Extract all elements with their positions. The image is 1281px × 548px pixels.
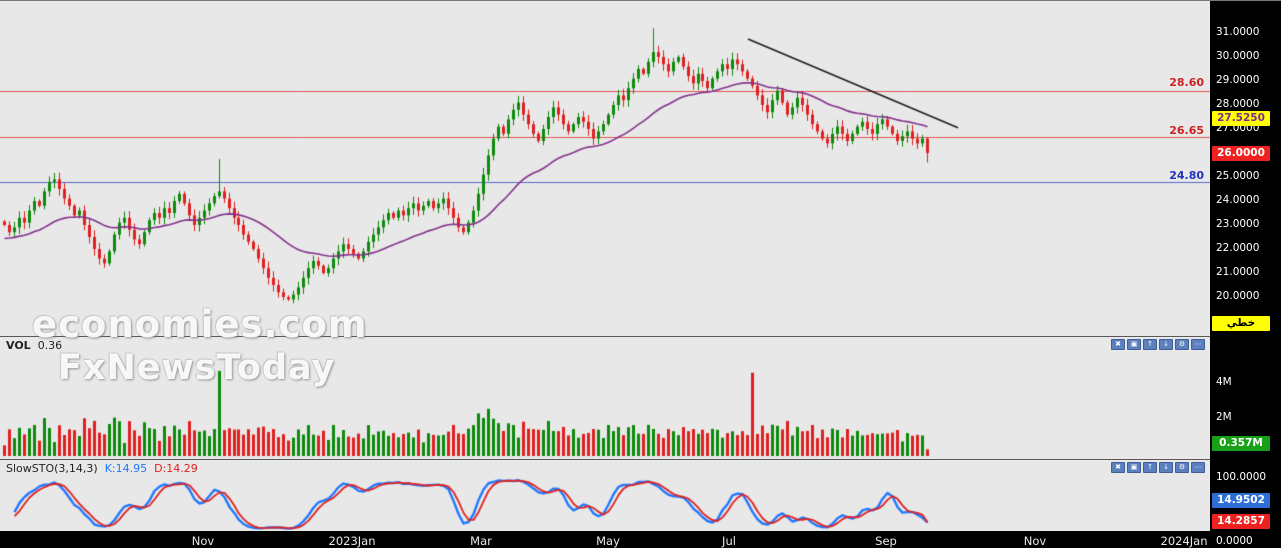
ma-value-badge: 27.5250 xyxy=(1212,111,1270,126)
price-axis-tick: 23.0000 xyxy=(1216,218,1260,230)
time-axis-label: May xyxy=(596,534,620,548)
time-axis-label: Nov xyxy=(191,534,215,548)
volume-label-value: 0.36 xyxy=(37,339,63,352)
last-volume-badge: 0.357M xyxy=(1212,436,1270,451)
price-axis-tick: 31.0000 xyxy=(1216,26,1260,38)
time-axis-label: Nov xyxy=(1023,534,1047,548)
stochastic-move-down-button[interactable]: ↓ xyxy=(1159,462,1173,473)
stochastic-more-options-button[interactable]: ⋯ xyxy=(1191,462,1205,473)
time-axis-label: Jul xyxy=(722,534,736,548)
volume-axis-tick: 4M xyxy=(1216,376,1232,388)
volume-close-button[interactable]: ✖ xyxy=(1111,339,1125,350)
stochastic-panel-canvas[interactable] xyxy=(0,460,1210,530)
volume-maximize-button[interactable]: ▣ xyxy=(1127,339,1141,350)
price-chart-canvas[interactable] xyxy=(0,1,1210,336)
price-axis-tick: 22.0000 xyxy=(1216,242,1260,254)
volume-more-options-button[interactable]: ⋯ xyxy=(1191,339,1205,350)
stochastic-panel-toolbar: ✖ ▣ ↑ ↓ ⚙ ⋯ xyxy=(1111,462,1205,473)
volume-move-down-button[interactable]: ↓ xyxy=(1159,339,1173,350)
price-level-label: 26.65 xyxy=(1169,124,1204,137)
volume-label-text: VOL xyxy=(6,339,31,352)
price-axis-tick: 25.0000 xyxy=(1216,170,1260,182)
time-axis-label: 2024Jan xyxy=(1160,534,1208,548)
stochastic-label-text: SlowSTO(3,14,3) xyxy=(6,462,98,475)
time-axis-label: Mar xyxy=(470,534,492,548)
time-axis-label: Sep xyxy=(875,534,897,548)
price-axis-tick: 30.0000 xyxy=(1216,50,1260,62)
panel-separator[interactable] xyxy=(0,459,1210,460)
price-axis-tick: 29.0000 xyxy=(1216,74,1260,86)
volume-axis-tick: 2M xyxy=(1216,411,1232,423)
chart-type-badge[interactable]: خطي xyxy=(1212,316,1270,331)
volume-indicator-label: VOL 0.36 xyxy=(6,339,62,352)
stoch-axis-tick: 0.0000 xyxy=(1216,535,1253,547)
price-level-label: 28.60 xyxy=(1169,76,1204,89)
volume-panel-canvas[interactable] xyxy=(0,337,1210,458)
price-level-label: 24.80 xyxy=(1169,169,1204,182)
price-axis-column[interactable]: 27.5250 26.0000 خطي 0.357M 14.9502 14.28… xyxy=(1210,1,1281,548)
price-axis-tick: 24.0000 xyxy=(1216,194,1260,206)
stochastic-k-value: K:14.95 xyxy=(104,462,148,475)
stochastic-maximize-button[interactable]: ▣ xyxy=(1127,462,1141,473)
time-axis-label: 2023Jan xyxy=(328,534,376,548)
stochastic-close-button[interactable]: ✖ xyxy=(1111,462,1125,473)
volume-settings-button[interactable]: ⚙ xyxy=(1175,339,1189,350)
time-axis-bar[interactable]: Nov 2023Jan Mar May Jul Sep Nov 2024Jan xyxy=(0,531,1281,548)
stochastic-d-value: D:14.29 xyxy=(154,462,198,475)
stochastic-settings-button[interactable]: ⚙ xyxy=(1175,462,1189,473)
price-axis-tick: 28.0000 xyxy=(1216,98,1260,110)
volume-panel-toolbar: ✖ ▣ ↑ ↓ ⚙ ⋯ xyxy=(1111,339,1205,350)
price-axis-tick: 21.0000 xyxy=(1216,266,1260,278)
last-price-badge: 26.0000 xyxy=(1212,146,1270,161)
stoch-k-badge: 14.9502 xyxy=(1212,493,1270,508)
stoch-d-badge: 14.2857 xyxy=(1212,514,1270,529)
stochastic-move-up-button[interactable]: ↑ xyxy=(1143,462,1157,473)
panel-separator[interactable] xyxy=(0,336,1210,337)
stochastic-indicator-label: SlowSTO(3,14,3) K:14.95 D:14.29 xyxy=(6,462,198,475)
stoch-axis-tick: 100.0000 xyxy=(1216,471,1267,483)
volume-move-up-button[interactable]: ↑ xyxy=(1143,339,1157,350)
price-axis-tick: 20.0000 xyxy=(1216,290,1260,302)
